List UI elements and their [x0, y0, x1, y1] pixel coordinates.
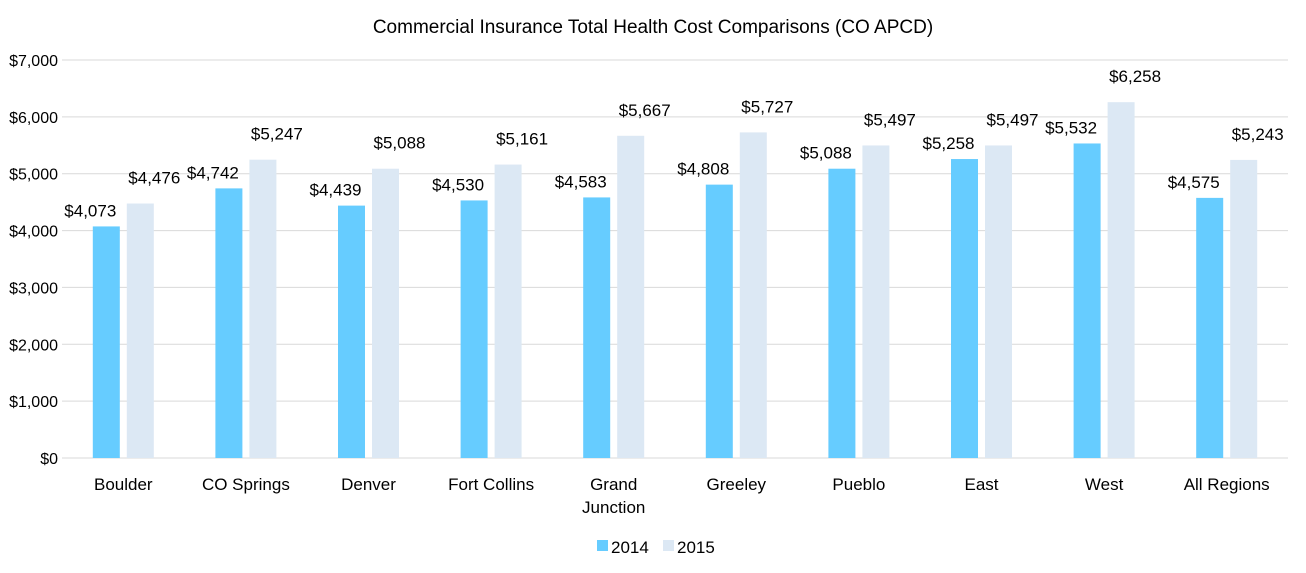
x-axis: Boulder CO Springs Denver Fort Collins Grand…: [94, 475, 1270, 517]
bar-2014: [1196, 197, 1224, 458]
data-label-2014: $4,742: [187, 163, 239, 182]
data-label-2014: $4,439: [310, 181, 362, 200]
legend-label-2015: 2015: [677, 538, 715, 557]
data-label-2014: $5,532: [1045, 118, 1097, 137]
bar-2014: [338, 205, 365, 458]
x-tick-label: CO Springs: [202, 475, 290, 494]
data-label-2015: $5,243: [1232, 125, 1284, 144]
bar-2015: [126, 203, 154, 458]
data-label-2014: $5,088: [800, 144, 852, 163]
data-label-2015: $5,247: [251, 125, 303, 144]
data-label-2014: $4,575: [1168, 173, 1220, 192]
data-label-2015: $5,727: [741, 97, 793, 116]
data-label-2015: $5,161: [496, 130, 548, 149]
bar-2014: [215, 188, 243, 458]
bar-2015: [1230, 159, 1258, 458]
chart-title: Commercial Insurance Total Health Cost C…: [373, 17, 933, 38]
bar-2015: [739, 132, 767, 458]
data-label-2015: $5,497: [864, 110, 916, 129]
data-label-2014: $5,258: [923, 134, 975, 153]
data-label-2014: $4,073: [64, 201, 116, 220]
bar-2015: [862, 145, 890, 458]
legend-label-2014: 2014: [611, 538, 649, 557]
legend-swatch-2015: [663, 540, 674, 551]
y-tick-label: $4,000: [9, 224, 58, 241]
data-label-2015: $5,497: [987, 110, 1039, 129]
bar-2015: [494, 164, 522, 458]
y-axis: $0 $1,000 $2,000 $3,000 $4,000 $5,000 $6,000 $7…: [9, 53, 58, 468]
data-label-2015: $5,667: [619, 101, 671, 120]
bar-2014: [460, 200, 488, 459]
data-label-2014: $4,530: [432, 175, 484, 194]
bar-2014: [705, 184, 733, 458]
y-tick-label: $7,000: [9, 53, 58, 70]
bar-2015: [985, 145, 1012, 458]
x-tick-label: East: [964, 475, 998, 494]
y-tick-label: $0: [40, 451, 58, 468]
bar-2014: [828, 168, 856, 458]
bar-2015: [249, 159, 277, 458]
x-tick-label: Greeley: [707, 475, 767, 494]
bar-2014: [1073, 143, 1101, 458]
data-label-2015: $4,476: [128, 169, 180, 188]
y-tick-label: $6,000: [9, 110, 58, 127]
gridlines: [62, 59, 1288, 459]
data-label-2015: $6,258: [1109, 67, 1161, 86]
x-tick-label: Denver: [341, 475, 396, 494]
x-tick-label: West: [1085, 475, 1124, 494]
bar-2015: [372, 168, 399, 458]
y-tick-label: $2,000: [9, 337, 58, 354]
bars: [92, 102, 1258, 459]
y-tick-label: $1,000: [9, 394, 58, 411]
bar-2014: [92, 226, 120, 458]
x-tick-label: Pueblo: [832, 475, 885, 494]
bar-2014: [583, 197, 611, 459]
bar-2015: [1107, 102, 1135, 459]
x-tick-label: Boulder: [94, 475, 153, 494]
y-tick-label: $5,000: [9, 167, 58, 184]
data-label-2014: $4,808: [677, 160, 729, 179]
data-label-2014: $4,583: [555, 172, 607, 191]
bar-2014: [951, 159, 978, 458]
x-tick-label: Fort Collins: [448, 475, 534, 494]
data-labels: $4,073 $4,476 $4,742 $5,247 $4,439 $5,088 $4,5…: [64, 67, 1283, 220]
data-label-2015: $5,088: [374, 134, 426, 153]
x-tick-label: All Regions: [1184, 475, 1270, 494]
legend: 2014 2015: [597, 538, 715, 557]
legend-swatch-2014: [597, 540, 608, 551]
x-tick-label: Junction: [582, 498, 645, 517]
x-tick-label: Grand: [590, 475, 637, 494]
bar-2015: [617, 135, 645, 458]
y-tick-label: $3,000: [9, 280, 58, 297]
